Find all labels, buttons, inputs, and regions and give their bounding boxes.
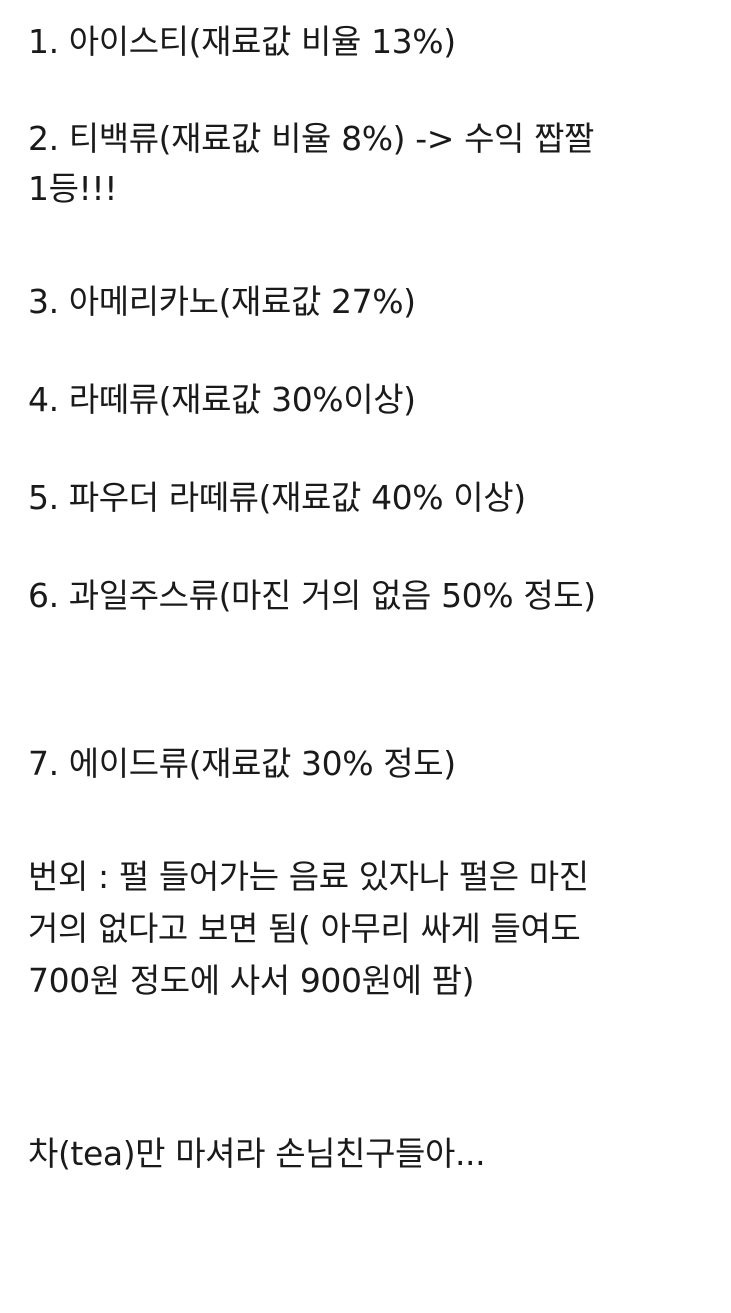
list-item: 3. 아메리카노(재료값 27%) [28,282,416,321]
list-item: 5. 파우더 라떼류(재료값 40% 이상) [28,478,526,517]
list-item: 4. 라떼류(재료값 30%이상) [28,380,416,419]
list-item: 1. 아이스티(재료값 비율 13%) [28,22,456,61]
document-body: 1. 아이스티(재료값 비율 13%) 2. 티백류(재료값 비율 8%) ->… [28,0,728,1179]
list-item: 6. 과일주스류(마진 거의 없음 50% 정도) [28,576,596,615]
note-block: 번외 : 펄 들어가는 음료 있자나 펄은 마진 거의 없다고 보면 됨( 아무… [28,851,728,1007]
note-text: 번외 : 펄 들어가는 음료 있자나 펄은 마진 거의 없다고 보면 됨( 아무… [28,857,589,1000]
closing-block: 차(tea)만 마셔라 손님친구들아... [28,1129,728,1179]
list-item: 7. 에이드류(재료값 30% 정도) [28,744,456,783]
list-item: 2. 티백류(재료값 비율 8%) -> 수익 짭짤 1등!!! [28,119,595,208]
closing-text: 차(tea)만 마셔라 손님친구들아... [28,1134,486,1173]
